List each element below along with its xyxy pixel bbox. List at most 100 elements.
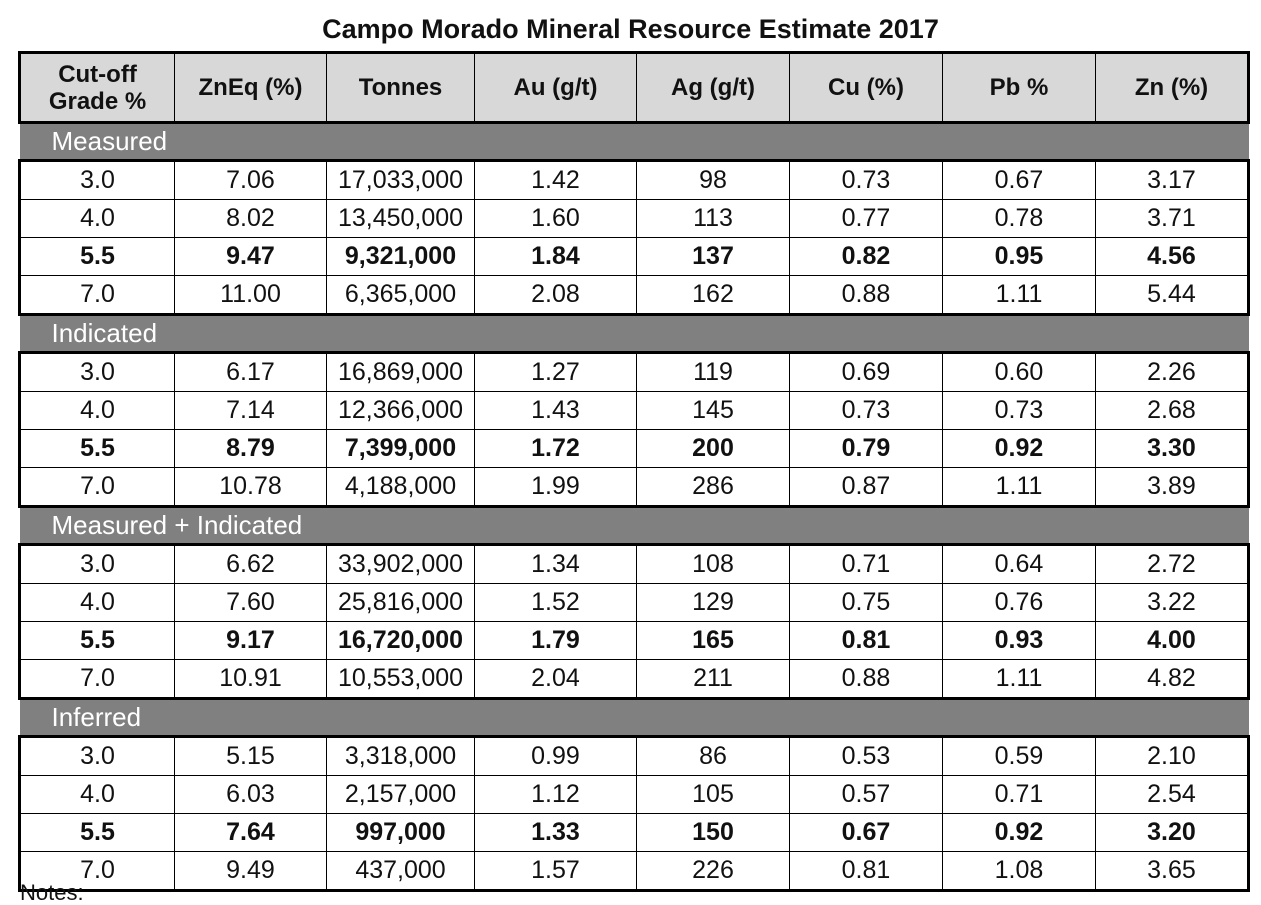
cell-au: 1.12 (474, 775, 637, 814)
cell-au: 1.33 (474, 813, 637, 852)
column-header-ag: Ag (g/t) (636, 51, 790, 124)
cell-zn: 3.17 (1095, 159, 1250, 200)
cell-tonnes: 9,321,000 (326, 237, 475, 276)
cell-ag: 150 (636, 813, 790, 852)
cell-zneq: 7.60 (174, 583, 327, 622)
cell-zneq: 8.79 (174, 429, 327, 468)
cell-cutoff-grade: 7.0 (18, 467, 175, 508)
section-header-row: Measured (19, 122, 1249, 161)
cell-cutoff-grade: 3.0 (18, 159, 175, 200)
cell-cutoff-grade: 4.0 (18, 775, 175, 814)
column-header-row: Cut-off Grade % ZnEq (%) Tonnes Au (g/t)… (18, 51, 1250, 124)
cell-pb: 1.11 (942, 467, 1096, 508)
cell-cu: 0.73 (789, 391, 943, 430)
cell-pb: 0.73 (942, 391, 1096, 430)
cell-tonnes: 12,366,000 (326, 391, 475, 430)
cell-cutoff-grade: 3.0 (18, 735, 175, 776)
cell-au: 1.34 (474, 543, 637, 584)
cell-ag: 113 (636, 199, 790, 238)
cell-pb: 1.08 (942, 851, 1096, 892)
cell-zneq: 7.14 (174, 391, 327, 430)
table-row: 4.0 8.02 13,450,000 1.60 113 0.77 0.78 3.71 (18, 199, 1250, 238)
cell-zn: 2.54 (1095, 775, 1250, 814)
column-header-zn: Zn (%) (1095, 51, 1250, 124)
cell-zneq: 7.64 (174, 813, 327, 852)
cell-ag: 286 (636, 467, 790, 508)
cell-ag: 105 (636, 775, 790, 814)
cell-pb: 0.76 (942, 583, 1096, 622)
cell-zneq: 6.62 (174, 543, 327, 584)
cell-ag: 165 (636, 621, 790, 660)
cell-ag: 211 (636, 659, 790, 700)
cell-zn: 3.22 (1095, 583, 1250, 622)
cell-au: 1.52 (474, 583, 637, 622)
cell-cutoff-grade: 4.0 (18, 391, 175, 430)
section-header-row: Indicated (19, 314, 1249, 353)
section-label: Inferred (19, 698, 1249, 737)
cell-zneq: 11.00 (174, 275, 327, 316)
cell-cutoff-grade: 4.0 (18, 583, 175, 622)
cell-zneq: 5.15 (174, 735, 327, 776)
cell-zneq: 6.17 (174, 351, 327, 392)
cell-pb: 0.59 (942, 735, 1096, 776)
column-header-au: Au (g/t) (474, 51, 637, 124)
cell-ag: 86 (636, 735, 790, 776)
cell-tonnes: 6,365,000 (326, 275, 475, 316)
cell-cutoff-grade: 5.5 (18, 621, 175, 660)
cell-cutoff-grade: 3.0 (18, 543, 175, 584)
table-row: 5.5 9.17 16,720,000 1.79 165 0.81 0.93 4.00 (18, 621, 1250, 660)
cell-au: 1.42 (474, 159, 637, 200)
cell-ag: 119 (636, 351, 790, 392)
cell-cu: 0.87 (789, 467, 943, 508)
cell-pb: 0.92 (942, 429, 1096, 468)
cell-tonnes: 33,902,000 (326, 543, 475, 584)
cell-au: 0.99 (474, 735, 637, 776)
cell-tonnes: 16,869,000 (326, 351, 475, 392)
cell-tonnes: 13,450,000 (326, 199, 475, 238)
section-header-row: Inferred (19, 698, 1249, 737)
cell-ag: 200 (636, 429, 790, 468)
cell-cu: 0.69 (789, 351, 943, 392)
table-row: 3.0 6.62 33,902,000 1.34 108 0.71 0.64 2.72 (18, 543, 1250, 584)
cell-pb: 1.11 (942, 275, 1096, 316)
table-row: 3.0 6.17 16,869,000 1.27 119 0.69 0.60 2.26 (18, 351, 1250, 392)
cell-cutoff-grade: 5.5 (18, 429, 175, 468)
table-body: Measured 3.0 7.06 17,033,000 1.42 98 0.73 0.67 3… (18, 122, 1250, 892)
cell-tonnes: 16,720,000 (326, 621, 475, 660)
cell-tonnes: 3,318,000 (326, 735, 475, 776)
cell-zneq: 10.91 (174, 659, 327, 700)
cell-pb: 0.71 (942, 775, 1096, 814)
cell-pb: 0.93 (942, 621, 1096, 660)
cell-au: 1.43 (474, 391, 637, 430)
table-row: 5.5 9.47 9,321,000 1.84 137 0.82 0.95 4.56 (18, 237, 1250, 276)
cell-zneq: 7.06 (174, 159, 327, 200)
cell-ag: 145 (636, 391, 790, 430)
cell-cutoff-grade: 7.0 (18, 659, 175, 700)
cell-ag: 162 (636, 275, 790, 316)
cell-cu: 0.81 (789, 851, 943, 892)
cell-zn: 3.89 (1095, 467, 1250, 508)
table-row: 5.5 8.79 7,399,000 1.72 200 0.79 0.92 3.30 (18, 429, 1250, 468)
cell-zn: 4.00 (1095, 621, 1250, 660)
cell-tonnes: 17,033,000 (326, 159, 475, 200)
cell-cu: 0.79 (789, 429, 943, 468)
section-label: Measured (19, 122, 1249, 161)
table-title: Campo Morado Mineral Resource Estimate 2… (322, 14, 939, 44)
cell-tonnes: 2,157,000 (326, 775, 475, 814)
cell-zneq: 9.47 (174, 237, 327, 276)
cell-cutoff-grade: 7.0 (18, 275, 175, 316)
cell-cu: 0.67 (789, 813, 943, 852)
cell-au: 1.99 (474, 467, 637, 508)
table-row: 7.0 11.00 6,365,000 2.08 162 0.88 1.11 5.44 (18, 275, 1250, 316)
cell-zn: 2.68 (1095, 391, 1250, 430)
cell-zn: 2.10 (1095, 735, 1250, 776)
table-row: 7.0 10.91 10,553,000 2.04 211 0.88 1.11 4.82 (18, 659, 1250, 700)
table-row: 3.0 7.06 17,033,000 1.42 98 0.73 0.67 3.17 (18, 159, 1250, 200)
table-row: 4.0 7.14 12,366,000 1.43 145 0.73 0.73 2.68 (18, 391, 1250, 430)
cell-cu: 0.73 (789, 159, 943, 200)
column-header-zneq: ZnEq (%) (174, 51, 327, 124)
cell-pb: 0.60 (942, 351, 1096, 392)
cell-cu: 0.75 (789, 583, 943, 622)
cell-ag: 129 (636, 583, 790, 622)
cell-au: 2.08 (474, 275, 637, 316)
